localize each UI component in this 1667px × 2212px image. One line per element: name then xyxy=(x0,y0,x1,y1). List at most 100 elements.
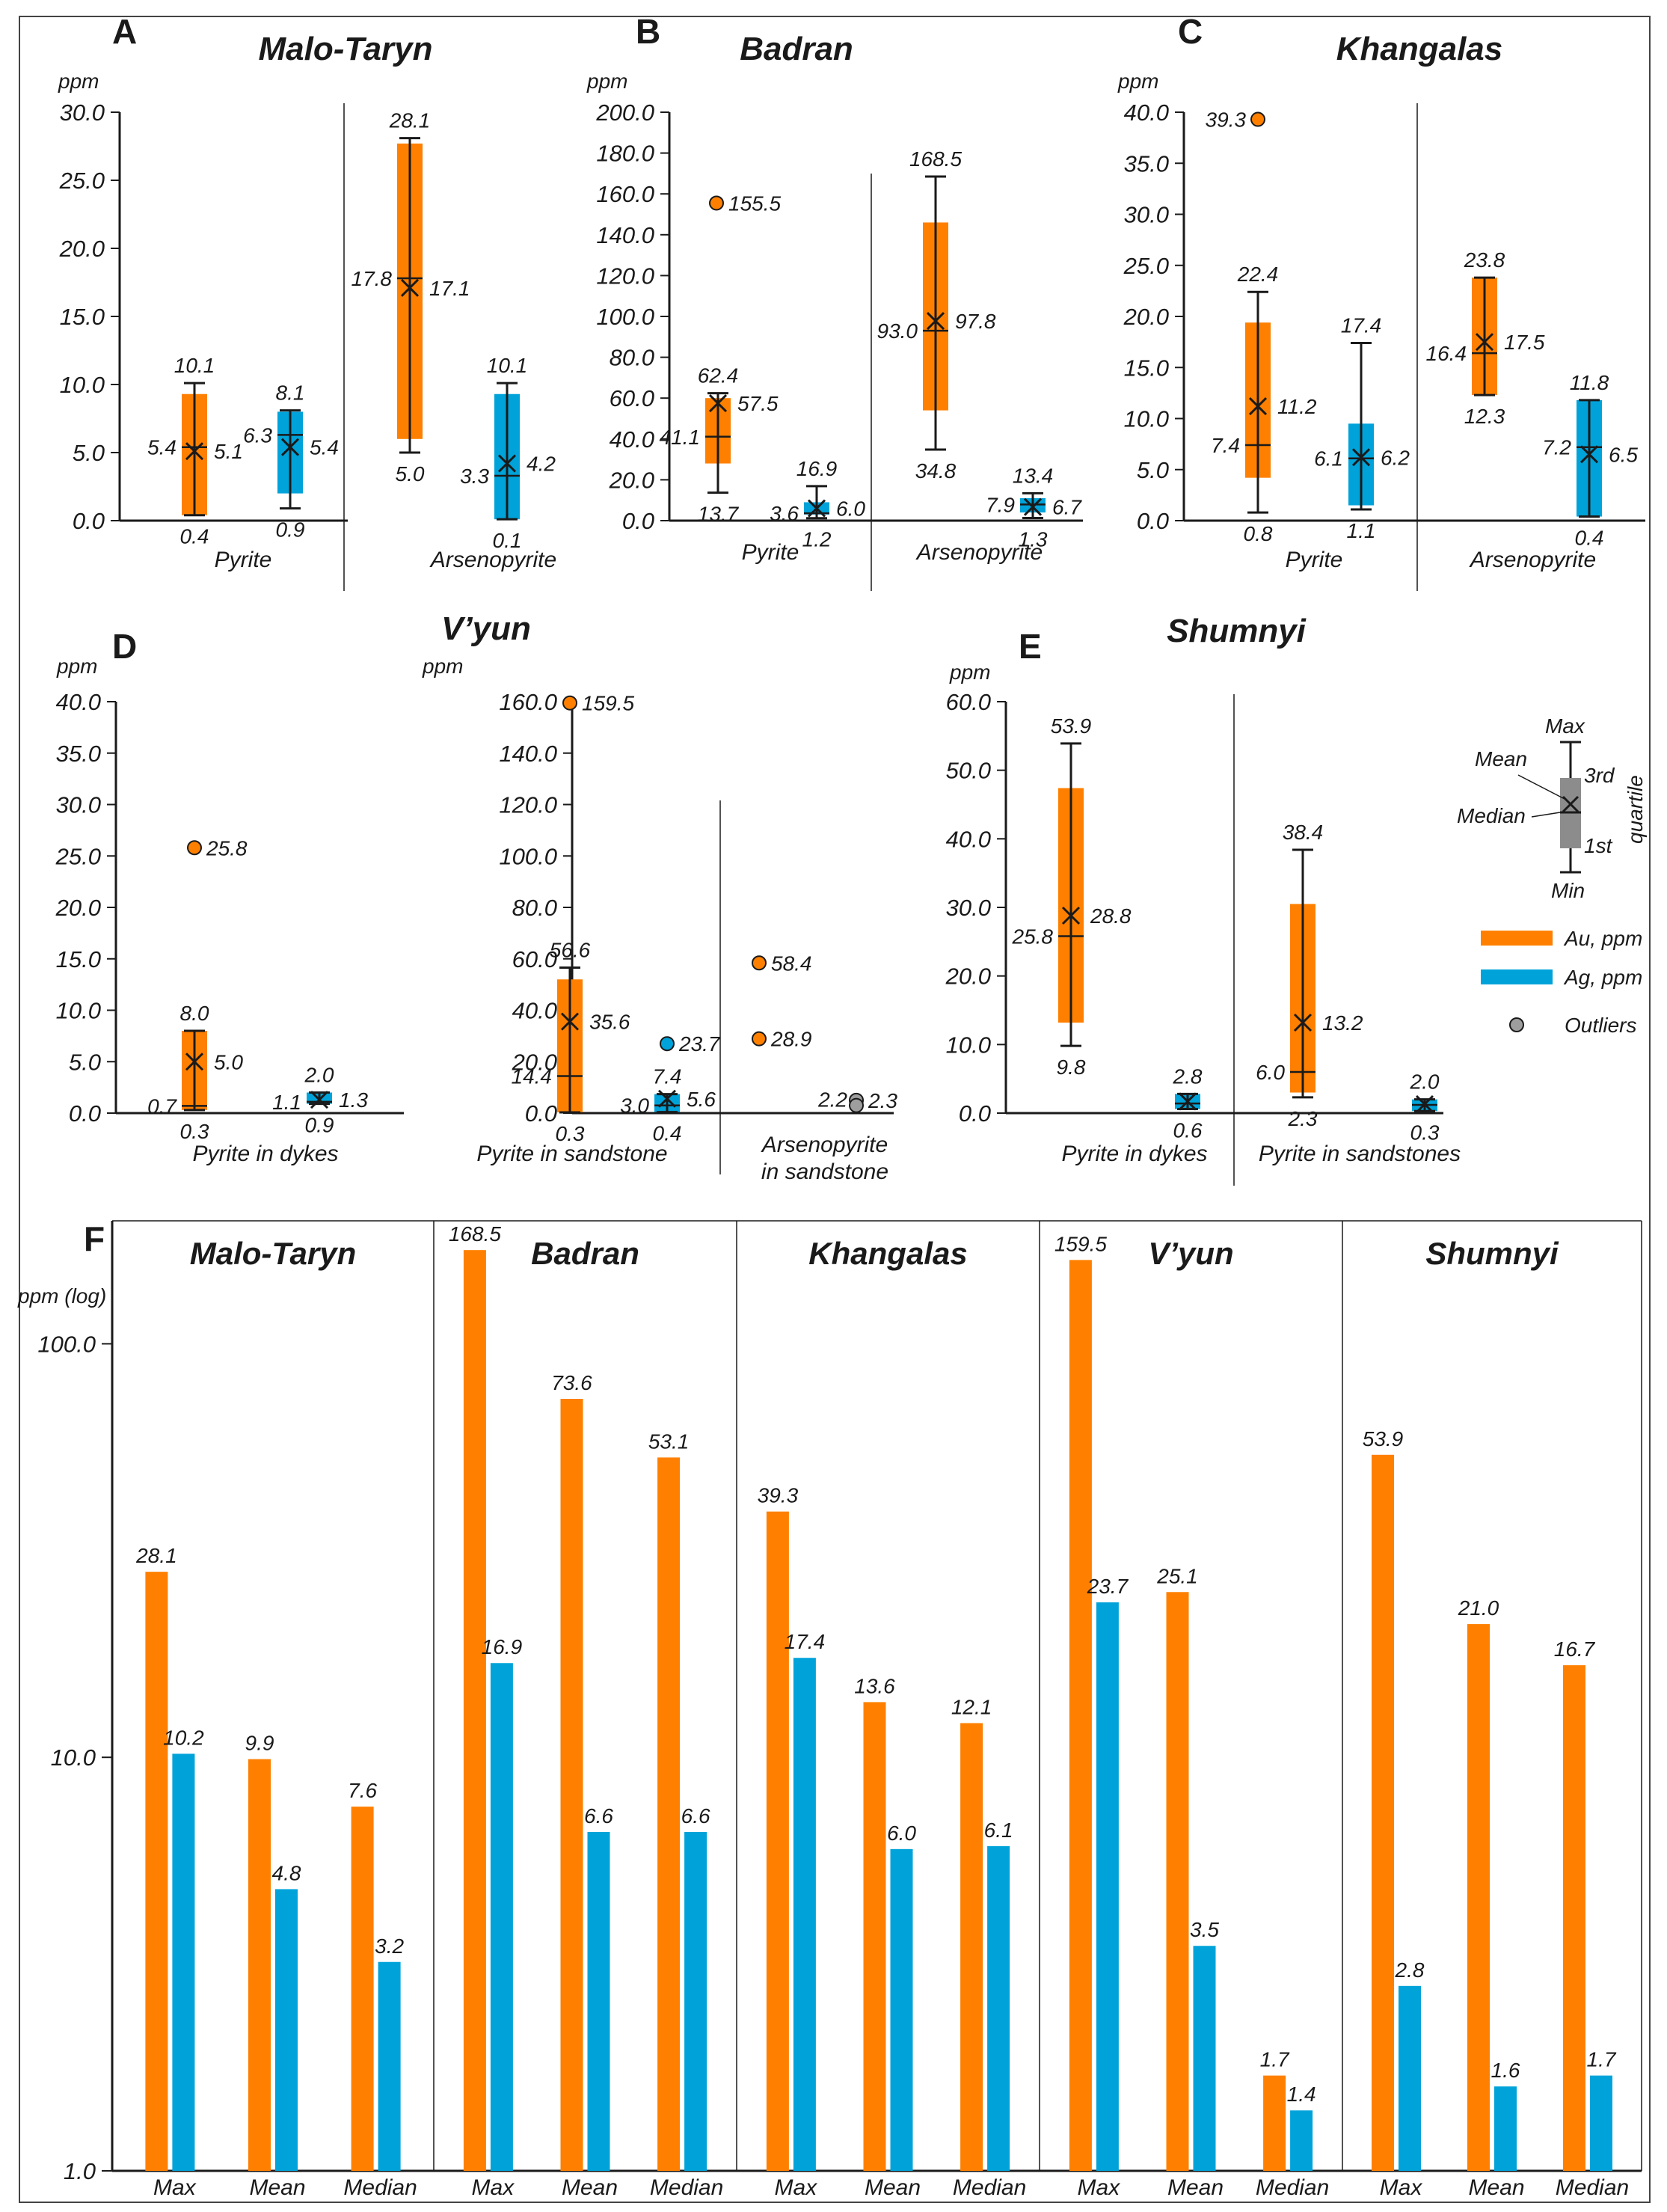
legend-ag-label: Ag, ppm xyxy=(1563,966,1642,989)
panel-b-tick-label: 80.0 xyxy=(610,345,654,371)
panel-f-bar-ag xyxy=(587,1831,610,2171)
panel-b-box-au-0-median-label: 41.1 xyxy=(660,426,701,449)
panel-d2-outlier-label: 28.9 xyxy=(770,1028,812,1051)
panel-d-box-au-0-mean-label: 5.0 xyxy=(214,1050,243,1073)
panel-d-box-ag-1-median-label: 1.1 xyxy=(272,1091,301,1114)
panel-d2-box-au-0-max-label: 56.6 xyxy=(550,938,591,961)
panel-c-box-ag-3-min-label: 0.4 xyxy=(1575,527,1604,550)
panel-a-tick-label: 15.0 xyxy=(60,304,105,330)
panel-d-letter: D xyxy=(112,627,137,666)
panel-f-bar-label-ag: 10.2 xyxy=(163,1726,204,1749)
panel-f-bar-label-ag: 3.2 xyxy=(375,1934,404,1958)
panel-b-outlier xyxy=(709,195,724,211)
panel-f-category-label: Mean xyxy=(562,2175,618,2200)
panel-e-box-au-0-max-label: 53.9 xyxy=(1051,714,1092,738)
panel-f-bar-label-ag: 23.7 xyxy=(1087,1575,1129,1598)
panel-f-bar-ag xyxy=(987,1845,1010,2171)
panel-c-box-ag-3-mean-label: 6.5 xyxy=(1609,443,1638,466)
panel-d-tick-label: 20.0 xyxy=(55,895,101,921)
panel-c-box-au-2-max-label: 23.8 xyxy=(1464,248,1505,272)
panel-b-box-au-2-mean-marker xyxy=(926,311,945,331)
panel-e-box-ag-3-max-label: 2.0 xyxy=(1410,1070,1440,1094)
legend-median-label: Median xyxy=(1457,804,1526,827)
legend-quartile-label: quartile xyxy=(1624,775,1647,844)
panel-a-box-au-2-max-label: 28.1 xyxy=(389,109,431,132)
panel-f-category-label: Max xyxy=(1078,2175,1121,2200)
legend-au-swatch xyxy=(1481,931,1553,946)
panel-c-tick-label: 40.0 xyxy=(1124,99,1169,126)
panel-d2-box-ag-1-max-label: 7.4 xyxy=(653,1065,682,1088)
panel-f-category-label: Median xyxy=(650,2175,723,2200)
panel-c-tick-label: 20.0 xyxy=(1123,304,1169,330)
panel-e-box-ag-1-mean-marker xyxy=(1178,1092,1197,1111)
panel-c-box-au-0-min-label: 0.8 xyxy=(1244,522,1273,545)
panel-d2-outlier-label: 2.3 xyxy=(868,1089,897,1112)
panel-b-letter: B xyxy=(636,12,660,51)
panel-d2-box-au-0-min-label: 0.3 xyxy=(556,1122,585,1145)
panel-d2-box-ag-1-median-label: 3.0 xyxy=(620,1094,649,1118)
panel-d-box-au-0-median-label: 0.7 xyxy=(147,1094,177,1118)
panel-c-box-ag-1-max-label: 17.4 xyxy=(1341,313,1382,337)
panel-f-deposit-title: Badran xyxy=(531,1236,639,1271)
panel-b-box-au-0-mean-marker xyxy=(708,393,728,413)
panel-b-box-au-0-min-label: 13.7 xyxy=(698,503,740,526)
panel-d-box-au-0-max-label: 8.0 xyxy=(180,1002,209,1025)
panel-a-box-au-0-median-label: 5.4 xyxy=(147,436,176,459)
panel-f-tick-label: 10.0 xyxy=(51,1744,96,1771)
panel-a-tick-label: 30.0 xyxy=(60,99,105,126)
panel-b-tick-label: 140.0 xyxy=(596,222,654,248)
panel-c-box-au-0-mean-marker xyxy=(1248,397,1268,416)
panel-c-box-au-2-min-label: 12.3 xyxy=(1464,405,1505,428)
panel-b-box-ag-3-min-label: 1.3 xyxy=(1019,527,1048,551)
legend-min-label: Min xyxy=(1551,879,1585,902)
panel-c-box-ag-3-mean-marker xyxy=(1579,445,1599,464)
panel-e-group-label: Pyrite in sandstones xyxy=(1259,1142,1461,1166)
panel-f-bar-label-au: 12.1 xyxy=(951,1695,992,1718)
panel-d2-outlier xyxy=(849,1097,864,1113)
panel-f-bar-label-ag: 6.6 xyxy=(584,1804,613,1827)
panel-b-box-ag-1-mean-marker xyxy=(807,499,826,518)
panel-b-tick-label: 100.0 xyxy=(596,304,654,330)
panel-a-box-ag-3-median-label: 3.3 xyxy=(460,465,489,488)
panel-d2-outlier-label: 58.4 xyxy=(771,952,812,975)
panel-d2-box-au-0-median-label: 14.4 xyxy=(512,1065,553,1088)
panel-f-bar-au xyxy=(248,1759,271,2171)
panel-f-category-label: Median xyxy=(1256,2175,1329,2200)
panel-f-bar-label-ag: 1.4 xyxy=(1287,2083,1316,2106)
panel-c-box-au-2-mean-marker xyxy=(1475,333,1494,352)
panel-c-outlier-label: 39.3 xyxy=(1206,108,1247,132)
panel-f-bar-label-ag: 6.1 xyxy=(984,1819,1013,1842)
panel-d2-group-label: in sandstone xyxy=(761,1159,888,1184)
panel-f-bar-au xyxy=(1372,1454,1394,2171)
panel-d-tick-label: 30.0 xyxy=(56,792,101,818)
panel-f-letter: F xyxy=(84,1219,105,1258)
panel-b-tick-label: 60.0 xyxy=(610,385,654,411)
panel-c-tick-label: 25.0 xyxy=(1123,253,1169,279)
panel-c-title: Khangalas xyxy=(1336,31,1503,67)
legend: Max Mean Median 3rd 1st quartile Min Au,… xyxy=(1457,714,1647,1037)
panel-e-box-au-2-mean-marker xyxy=(1293,1013,1313,1032)
panel-d2-outlier xyxy=(752,955,767,971)
panel-b-tick-label: 160.0 xyxy=(596,181,654,207)
panel-b-outlier-label: 155.5 xyxy=(728,192,781,215)
panel-c-box-au-0-mean-label: 11.2 xyxy=(1277,395,1317,418)
panel-a-title: Malo-Taryn xyxy=(258,31,432,67)
panel-c-tick-label: 10.0 xyxy=(1124,406,1169,432)
panel-a-box-au-0-mean-marker xyxy=(185,442,204,461)
panel-b-group-label: Pyrite xyxy=(742,540,799,565)
panel-e-box-ag-3-mean-marker xyxy=(1415,1095,1434,1114)
panel-d-box-ag-1-min-label: 0.9 xyxy=(305,1114,334,1137)
panel-c-group-label: Pyrite xyxy=(1286,548,1343,572)
panel-f-bar-ag xyxy=(890,1848,913,2171)
panel-c-box-ag-1-mean-marker xyxy=(1351,448,1371,467)
panel-b-tick-label: 180.0 xyxy=(596,141,654,167)
panel-d-tick-label: 35.0 xyxy=(56,741,101,767)
panel-f-bar-label-ag: 1.7 xyxy=(1587,2048,1617,2071)
panel-f-category-label: Max xyxy=(1380,2175,1423,2200)
panel-f-category-label: Median xyxy=(343,2175,417,2200)
panel-e-box-ag-1-min-label: 0.6 xyxy=(1173,1119,1203,1142)
panel-f-bar-label-au: 73.6 xyxy=(551,1371,592,1394)
panel-b-box-au-0-mean-label: 57.5 xyxy=(737,392,779,415)
panel-f-bar-ag xyxy=(1399,1985,1421,2171)
